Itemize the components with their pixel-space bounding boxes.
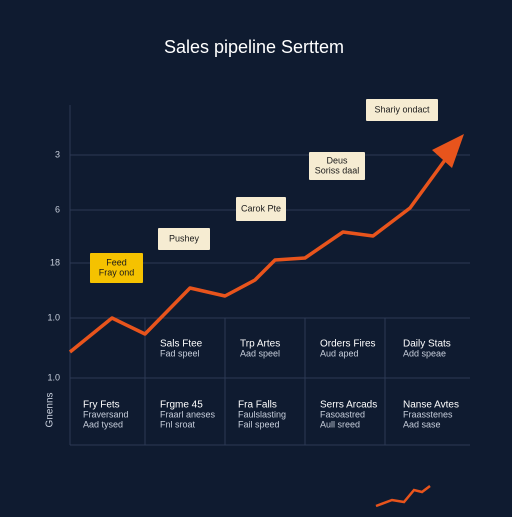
title: Sales pipeline Serttem xyxy=(164,37,344,57)
cell-heading: Fra Falls xyxy=(238,400,277,411)
axis-label: 18 xyxy=(50,257,60,267)
callout-box xyxy=(309,152,365,180)
cell-text: Fasoastred xyxy=(320,409,365,419)
axis-label: 1.0 xyxy=(47,312,60,322)
trend-line xyxy=(68,158,447,354)
callout-text: Carok Pte xyxy=(241,203,281,213)
callout-box xyxy=(236,197,286,221)
cell-text: Add speae xyxy=(403,348,446,358)
callout-box xyxy=(90,253,143,283)
callout-text: Pushey xyxy=(169,233,200,243)
callout-text: Soriss daal xyxy=(315,165,360,175)
cell-text: Fad speel xyxy=(160,348,200,358)
axis-label: 1.0 xyxy=(47,372,60,382)
cell-heading: Sals Ftee xyxy=(160,339,203,350)
callout-text: Deus xyxy=(326,155,348,165)
cell-heading: Nanse Avtes xyxy=(403,400,459,411)
callout-text: Shariy ondact xyxy=(374,104,430,114)
axis-label: 6 xyxy=(55,204,60,214)
callout-box xyxy=(366,99,438,121)
cell-text: Aad speel xyxy=(240,348,280,358)
mini-trend-line xyxy=(375,485,431,508)
cell-text: Faulslasting xyxy=(238,409,286,419)
cell-text: Fraversand xyxy=(83,409,129,419)
cell-text: Aull sreed xyxy=(320,419,360,429)
cell-text: Aad tysed xyxy=(83,419,123,429)
cell-heading: Orders Fires xyxy=(320,339,376,350)
cell-heading: Frgme 45 xyxy=(160,400,203,411)
cell-text: Fnl sroat xyxy=(160,419,196,429)
axis-title: Gnenns xyxy=(45,392,56,427)
callout-box xyxy=(158,228,210,250)
arrow-head xyxy=(432,134,464,168)
callout-text: Feed xyxy=(106,257,127,267)
cell-text: Aad sase xyxy=(403,419,441,429)
cell-text: Fail speed xyxy=(238,419,280,429)
cell-text: Fraarl aneses xyxy=(160,409,216,419)
axis-label: 3 xyxy=(55,149,60,159)
cell-heading: Serrs Arcads xyxy=(320,400,377,411)
cell-heading: Trp Artes xyxy=(240,339,280,350)
cell-text: Aud aped xyxy=(320,348,359,358)
cell-heading: Fry Fets xyxy=(83,400,120,411)
cell-heading: Daily Stats xyxy=(403,339,451,350)
cell-text: Fraasstenes xyxy=(403,409,453,419)
callout-text: Fray ond xyxy=(99,267,135,277)
